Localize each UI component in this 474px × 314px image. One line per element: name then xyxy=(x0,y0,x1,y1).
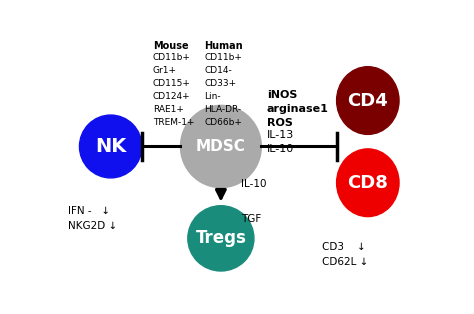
Text: CD4: CD4 xyxy=(347,92,388,110)
Ellipse shape xyxy=(337,149,399,217)
Text: IFN -   ↓
NKG2D ↓: IFN - ↓ NKG2D ↓ xyxy=(68,206,118,230)
Text: Human: Human xyxy=(204,41,243,51)
Text: CD3    ↓
CD62L ↓: CD3 ↓ CD62L ↓ xyxy=(322,242,368,267)
Text: NK: NK xyxy=(95,137,126,156)
Ellipse shape xyxy=(181,106,261,187)
Text: CD11b+
Gr1+
CD115+
CD124+
RAE1+
TREM-1+: CD11b+ Gr1+ CD115+ CD124+ RAE1+ TREM-1+ xyxy=(153,53,194,127)
Text: CD11b+
CD14-
CD33+
Lin-
HLA-DR-
CD66b+: CD11b+ CD14- CD33+ Lin- HLA-DR- CD66b+ xyxy=(204,53,242,127)
Ellipse shape xyxy=(337,67,399,134)
Ellipse shape xyxy=(188,206,254,271)
Text: Mouse: Mouse xyxy=(153,41,189,51)
Text: IL-10

TGF: IL-10 TGF xyxy=(241,179,266,224)
Text: Tregs: Tregs xyxy=(195,229,246,247)
Text: CD8: CD8 xyxy=(347,174,388,192)
Text: iNOS
arginase1
ROS: iNOS arginase1 ROS xyxy=(267,90,328,128)
Ellipse shape xyxy=(80,115,142,178)
Text: MDSC: MDSC xyxy=(196,139,246,154)
Text: IL-13
IL-10: IL-13 IL-10 xyxy=(267,130,294,154)
